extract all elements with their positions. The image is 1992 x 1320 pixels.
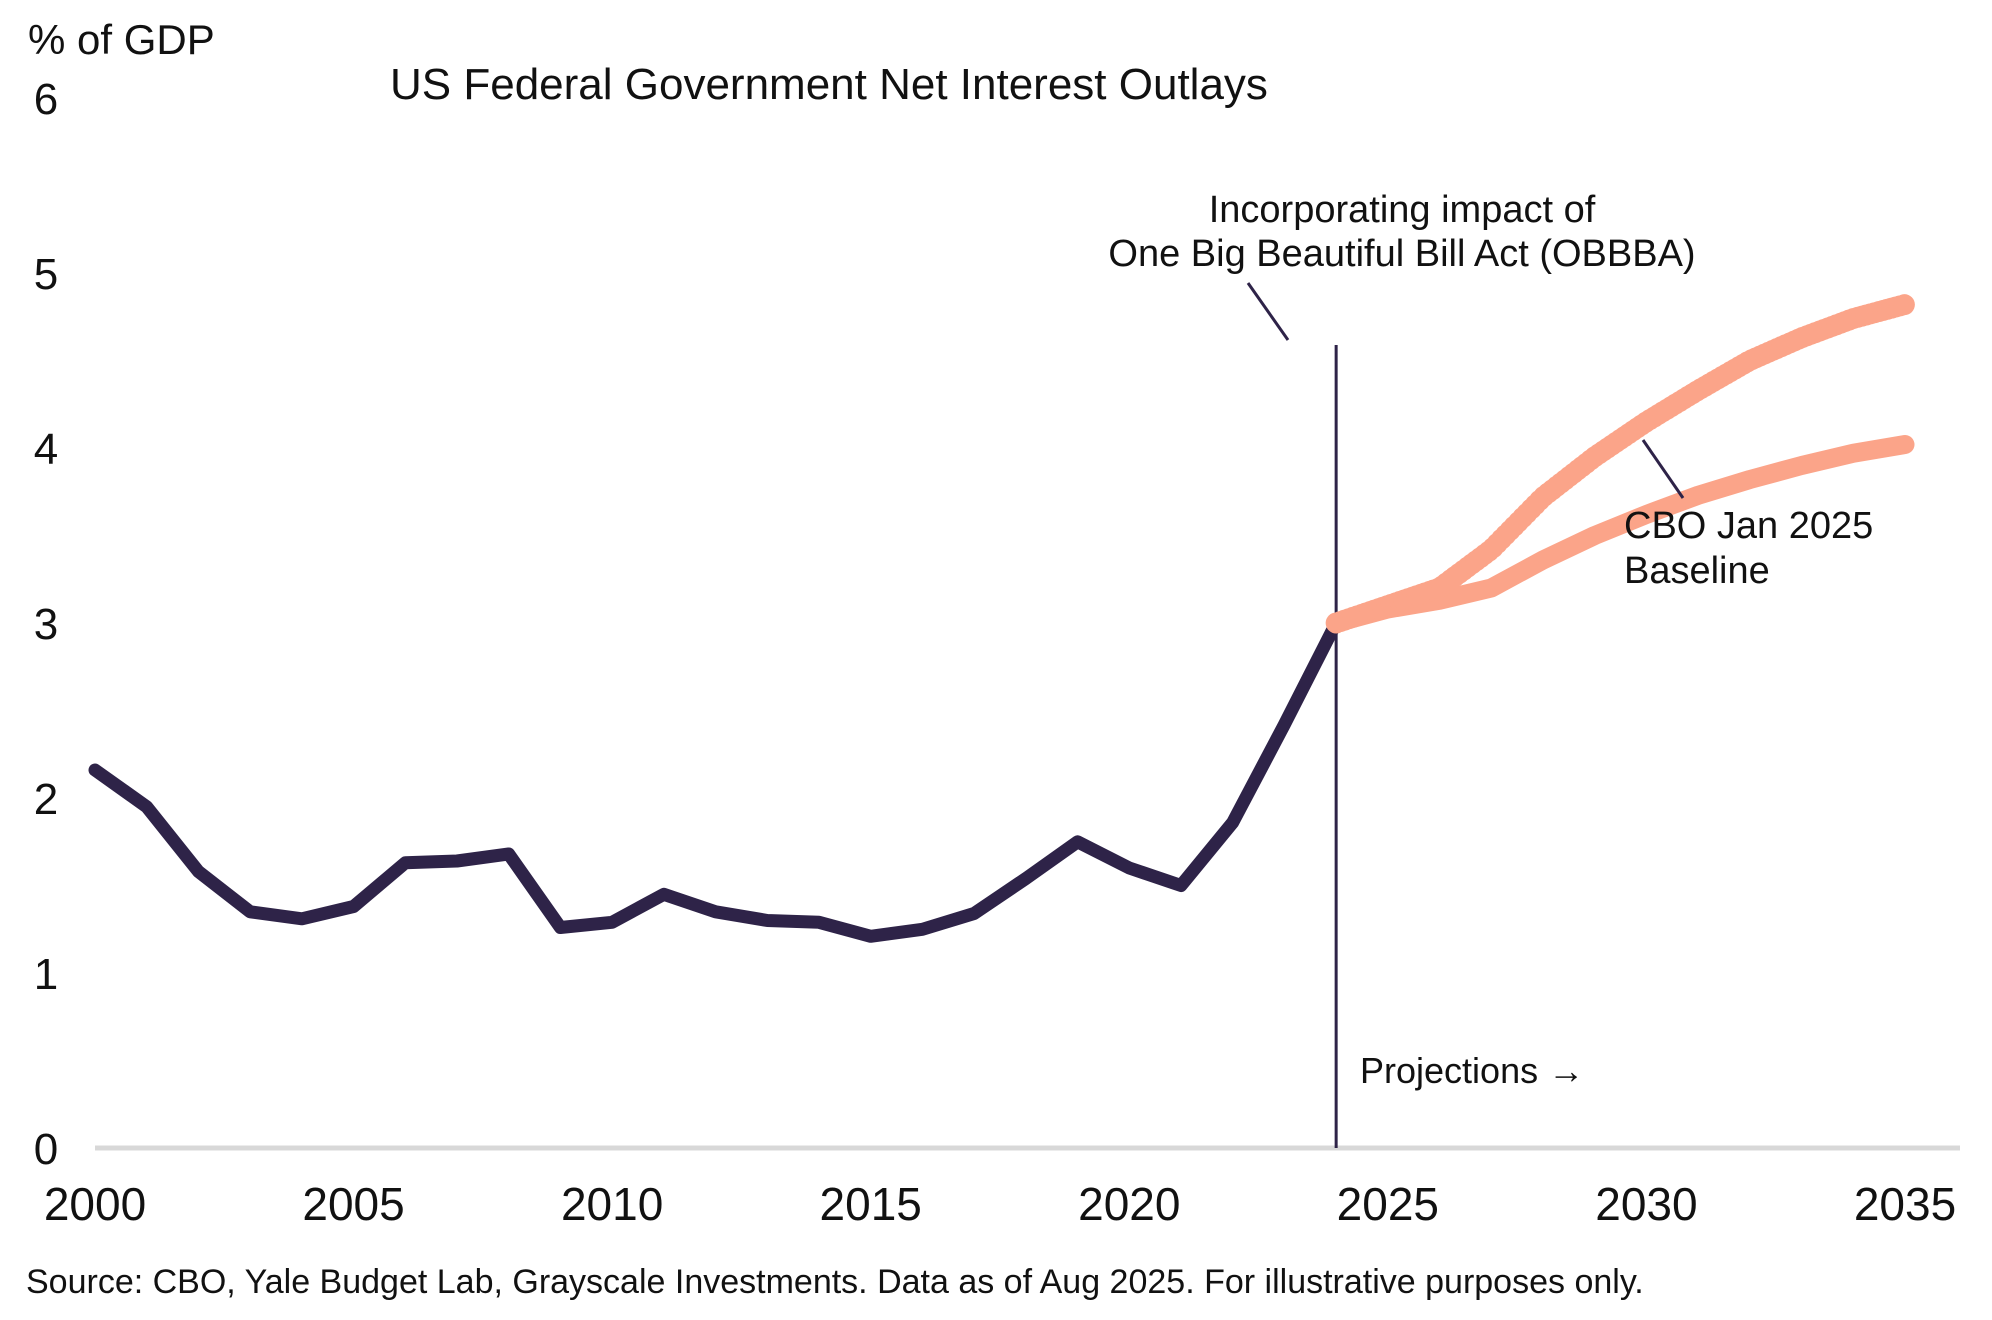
y-axis-tick-1: 1	[34, 950, 58, 999]
x-axis-tick-2005: 2005	[302, 1178, 404, 1230]
y-axis-tick-5: 5	[34, 250, 58, 299]
obbba-annotation-line-1: Incorporating impact of	[1209, 189, 1596, 231]
obbba-annotation-line-2: One Big Beautiful Bill Act (OBBBA)	[1108, 233, 1695, 275]
chart-title: US Federal Government Net Interest Outla…	[390, 60, 1268, 109]
series-group	[88, 294, 1915, 943]
y-axis-tick-2: 2	[34, 775, 58, 824]
x-axis-tick-2030: 2030	[1595, 1178, 1697, 1230]
baseline-annotation-line-2: Baseline	[1624, 550, 1770, 592]
x-axis-tick-2035: 2035	[1854, 1178, 1956, 1230]
series-dotted-2	[1325, 294, 1915, 634]
source-note: Source: CBO, Yale Budget Lab, Grayscale …	[26, 1263, 1644, 1301]
y-axis-unit-label: % of GDP	[28, 16, 215, 63]
y-axis-tick-4: 4	[34, 425, 58, 474]
x-axis-tick-2015: 2015	[820, 1178, 922, 1230]
y-axis-tick-3: 3	[34, 600, 58, 649]
projections-note: Projections →	[1360, 1050, 1584, 1091]
x-axis-tick-labels: 2000 2005 2010 2015 2020 2025 2030 2035	[44, 1178, 1956, 1230]
x-axis-tick-2000: 2000	[44, 1178, 146, 1230]
baseline-annotation-line-1: CBO Jan 2025	[1624, 505, 1873, 547]
baseline-leader-line	[1641, 439, 1685, 499]
y-axis-tick-6: 6	[34, 75, 58, 124]
series-dot	[1893, 294, 1915, 316]
x-axis-tick-2010: 2010	[561, 1178, 663, 1230]
x-axis-tick-2025: 2025	[1337, 1178, 1439, 1230]
series-line-historical	[88, 616, 1343, 943]
y-axis-tick-0: 0	[34, 1125, 58, 1174]
x-axis-tick-2020: 2020	[1078, 1178, 1180, 1230]
y-axis-tick-labels: 0 1 2 3 4 5 6	[34, 75, 58, 1174]
obbba-leader-line	[1246, 282, 1290, 341]
